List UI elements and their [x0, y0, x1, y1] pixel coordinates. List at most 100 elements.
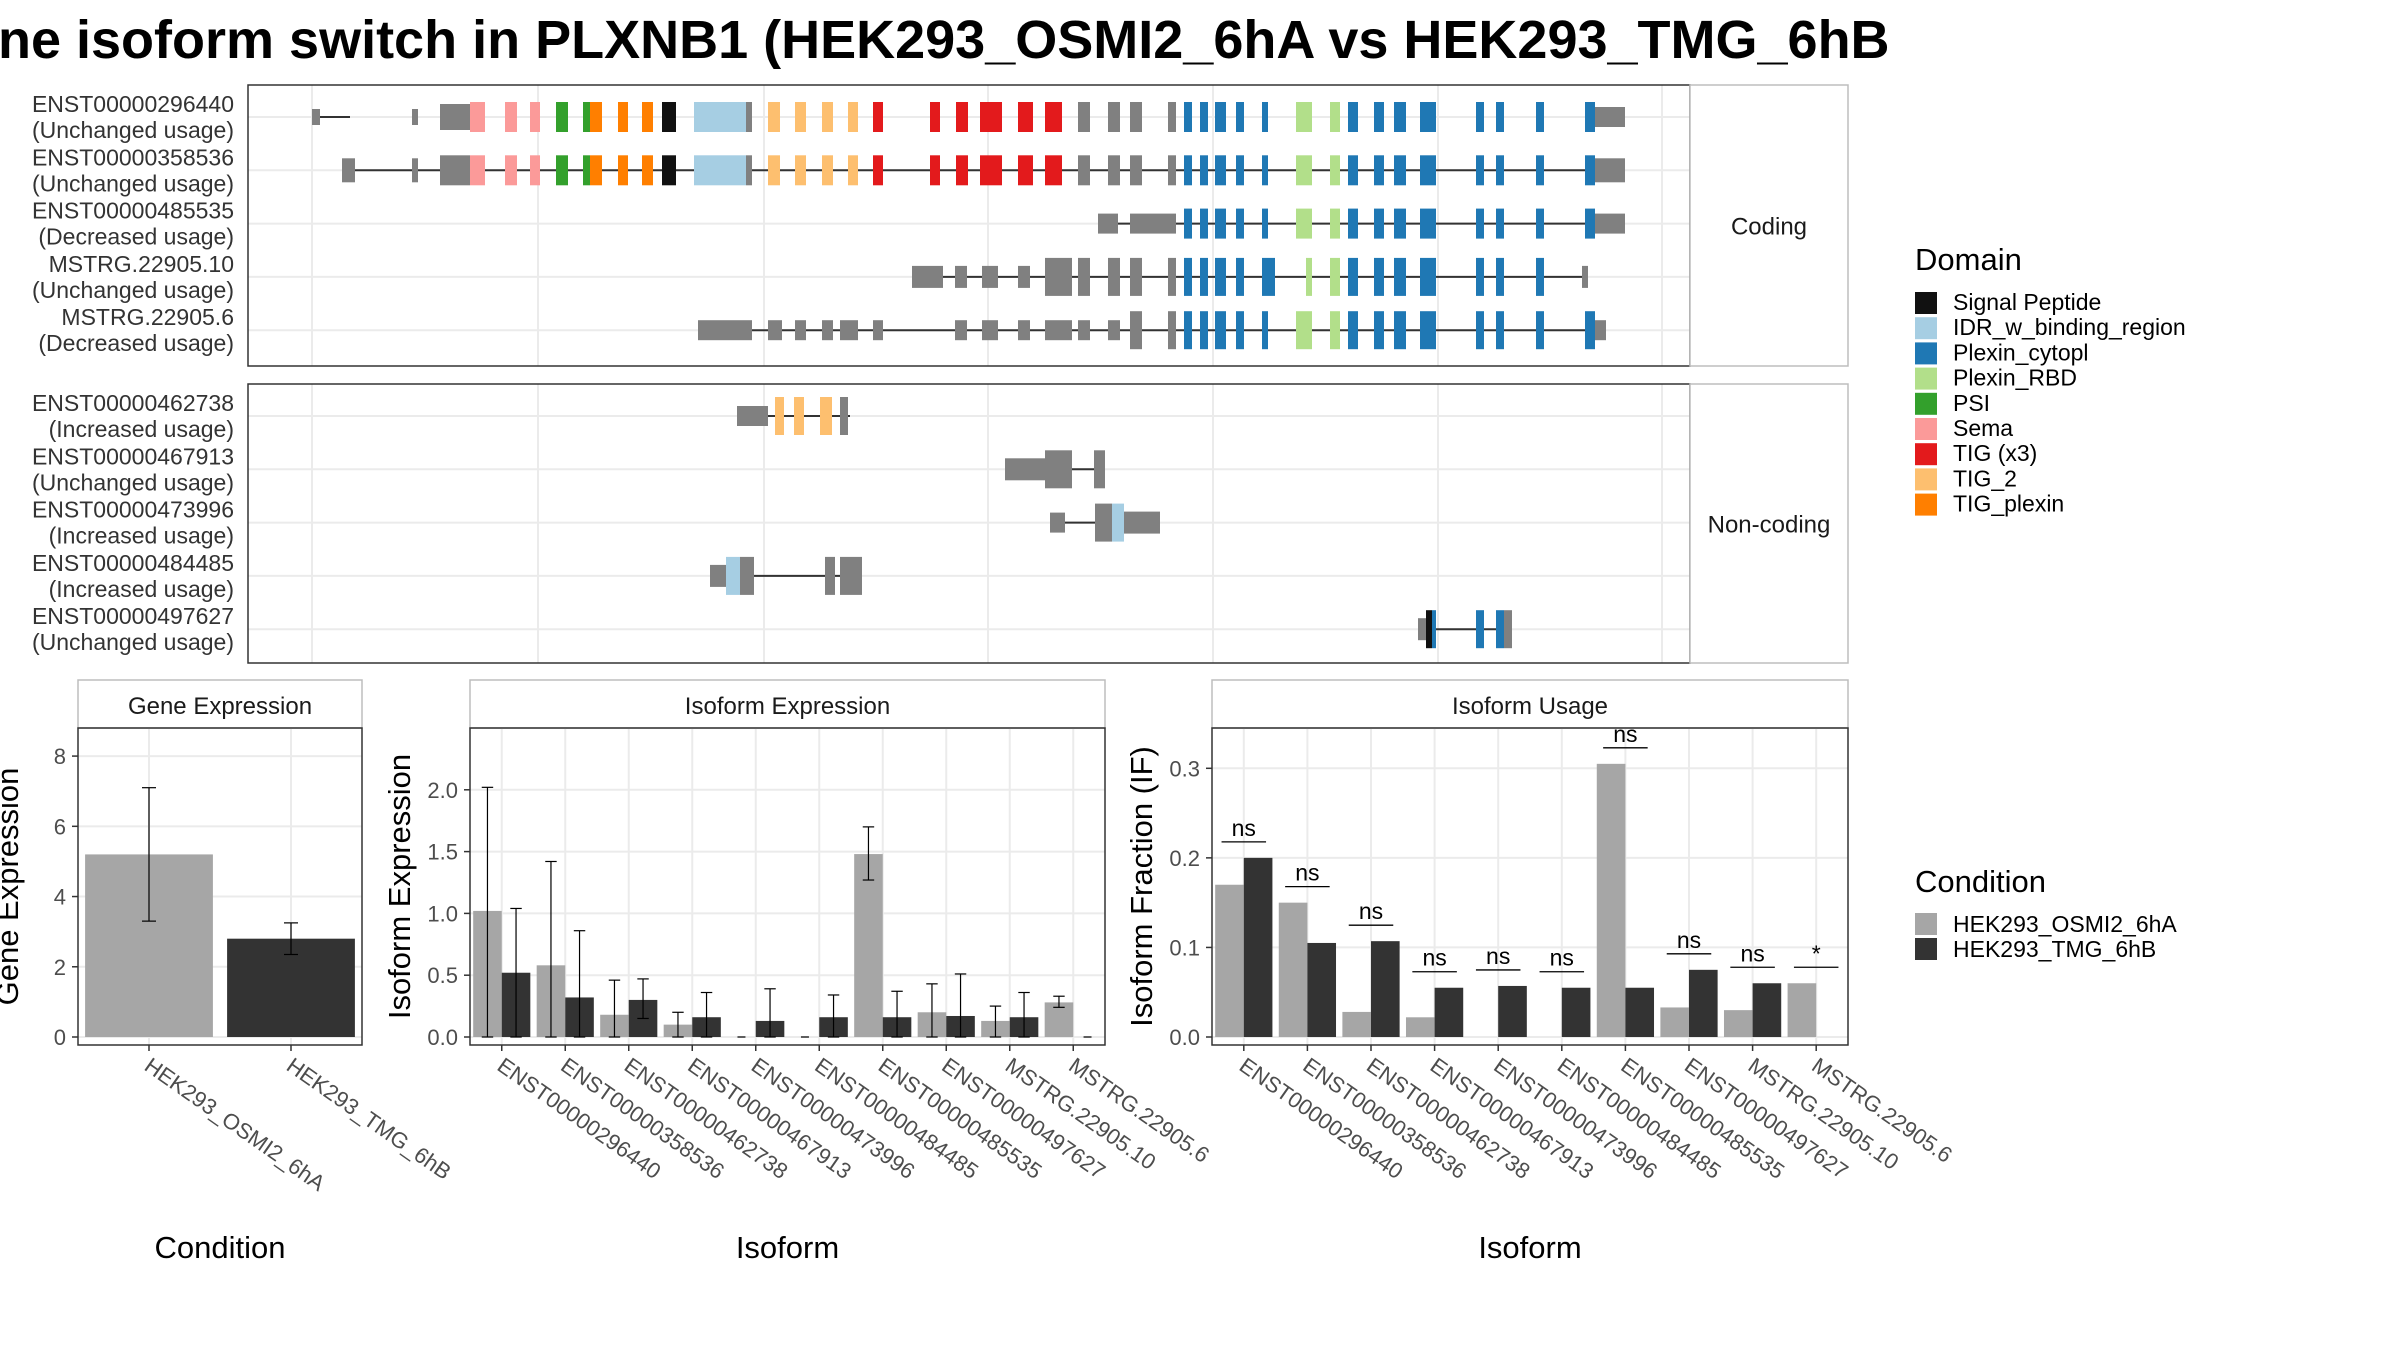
significance-label: ns	[1422, 945, 1446, 971]
domain-block	[1215, 102, 1226, 132]
domain-block	[583, 155, 590, 186]
domain-block	[618, 155, 628, 186]
domain-block	[1394, 257, 1406, 296]
domain-block	[642, 102, 653, 132]
domain-block	[1496, 610, 1504, 649]
strip-box	[1689, 84, 1849, 367]
figure-title: ne isoform switch in PLXNB1 (HEK293_OSMI…	[0, 10, 1890, 70]
bar	[1787, 983, 1817, 1037]
domain-block	[1262, 257, 1275, 296]
transcript-id-label: MSTRG.22905.6	[61, 304, 234, 330]
exon-block	[1418, 618, 1426, 641]
exon-block	[840, 397, 848, 435]
domain-block	[1394, 102, 1406, 132]
y-tick-label: 1.0	[427, 901, 458, 926]
domain-block	[1215, 155, 1226, 186]
legend-swatch	[1915, 317, 1937, 340]
bar	[1660, 1007, 1689, 1037]
legend-label: HEK293_OSMI2_6hA	[1953, 911, 2177, 937]
transcript-id-label: ENST00000358536	[32, 144, 234, 170]
exon-block	[1095, 503, 1112, 542]
exon-block	[873, 320, 883, 341]
domain-block	[505, 155, 517, 186]
domain-block	[768, 155, 780, 186]
domain-block	[583, 102, 590, 132]
significance-label: ns	[1613, 721, 1637, 747]
transcript-model	[737, 397, 850, 435]
domain-block	[822, 155, 833, 186]
domain-block	[1476, 102, 1484, 132]
y-tick-label: 0.5	[427, 963, 458, 988]
exon-block	[740, 556, 754, 595]
exon-block	[746, 102, 752, 132]
legend-swatch	[1915, 342, 1937, 365]
exon-block	[822, 320, 833, 341]
exon-block	[1045, 450, 1072, 489]
bar	[1561, 987, 1591, 1037]
domain-block	[694, 102, 746, 132]
domain-block	[590, 155, 602, 186]
domain-block	[505, 102, 517, 132]
domain-block	[1330, 102, 1340, 132]
exon-block	[1050, 512, 1065, 533]
domain-legend-title: Domain	[1915, 242, 2022, 277]
legend-label: TIG_2	[1953, 465, 2017, 491]
significance-label: ns	[1295, 860, 1319, 886]
strip-box	[469, 679, 1106, 729]
bar	[1498, 985, 1527, 1037]
legend-swatch	[1915, 367, 1937, 390]
legend-label: PSI	[1953, 390, 1990, 416]
exon-block	[1045, 257, 1072, 296]
legend-swatch	[1915, 913, 1937, 935]
domain-block	[1018, 102, 1033, 132]
panel-border	[469, 727, 1106, 1046]
exon-block	[982, 265, 998, 288]
legend-label: TIG (x3)	[1953, 440, 2037, 466]
domain-block	[1184, 102, 1192, 132]
domain-block	[1215, 208, 1226, 239]
exon-block	[795, 320, 806, 341]
exon-block	[412, 158, 418, 183]
domain-block	[1184, 257, 1192, 296]
domain-block	[795, 155, 806, 186]
domain-block	[1374, 311, 1384, 350]
exon-block	[1108, 320, 1120, 341]
transcript-usage-label: (Decreased usage)	[38, 330, 234, 356]
domain-block	[1496, 102, 1504, 132]
legend-swatch	[1915, 418, 1937, 440]
y-tick-label: 2	[54, 955, 66, 980]
bar	[1752, 983, 1782, 1037]
domain-block	[470, 102, 485, 132]
exon-block	[1108, 257, 1120, 296]
chart-isoform-usage: Isoform Usage 0.0 0.1 0.2 0.3 ns ns ns ns ns ns ns n…	[1124, 679, 1957, 1265]
exon-block	[312, 109, 320, 125]
y-axis-title: Gene Expression	[0, 768, 25, 1006]
domain-block	[1585, 208, 1595, 239]
transcript-id-label: ENST00000467913	[32, 443, 234, 469]
domain-block	[980, 102, 1002, 132]
domain-block	[1348, 102, 1358, 132]
domain-block	[1585, 102, 1595, 132]
domain-block	[1496, 311, 1504, 350]
domain-block	[1476, 311, 1484, 350]
domain-block	[956, 155, 968, 186]
exon-block	[1078, 102, 1090, 132]
domain-block	[956, 102, 968, 132]
domain-block	[1236, 311, 1244, 350]
domain-block	[1420, 155, 1436, 186]
domain-block	[1374, 155, 1384, 186]
domain-block	[775, 397, 784, 435]
legend-swatch	[1915, 443, 1937, 466]
legend-label: IDR_w_binding_region	[1953, 314, 2186, 340]
domain-block	[1536, 155, 1544, 186]
exon-block	[1130, 213, 1176, 234]
transcript-id-label: ENST00000473996	[32, 497, 234, 523]
exon-block	[1130, 257, 1142, 296]
domain-block	[1184, 311, 1192, 350]
domain-block	[1348, 257, 1358, 296]
exon-block	[440, 155, 470, 186]
domain-block	[1536, 102, 1544, 132]
condition-legend-title: Condition	[1915, 864, 2046, 899]
legend-swatch	[1915, 938, 1937, 960]
